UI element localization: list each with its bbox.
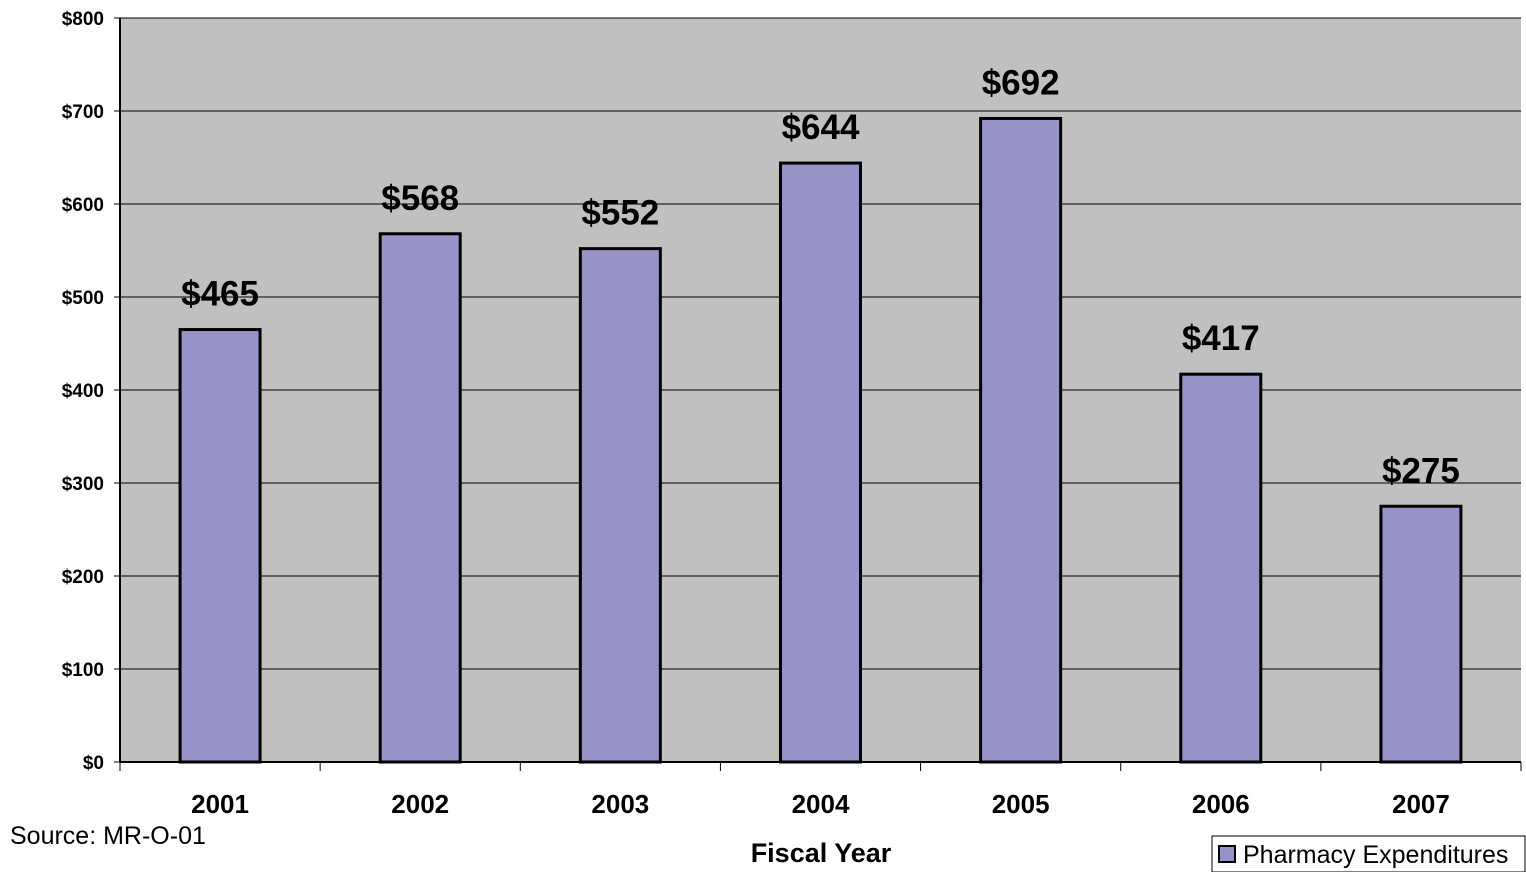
x-axis-title: Fiscal Year	[751, 838, 892, 868]
y-tick-label: $300	[62, 474, 104, 495]
bar	[378, 232, 462, 764]
legend-label: Pharmacy Expenditures	[1243, 841, 1508, 869]
bar	[1379, 504, 1463, 764]
y-tick-label: $400	[62, 381, 104, 402]
data-label: $692	[982, 63, 1060, 102]
legend-swatch	[1218, 845, 1236, 863]
x-tick-label: 2002	[391, 789, 449, 819]
bar	[178, 328, 262, 764]
data-label: $552	[581, 194, 659, 233]
bar	[779, 161, 862, 764]
x-tick-label: 2001	[191, 789, 249, 819]
y-tick-label: $600	[62, 195, 104, 216]
data-label: $275	[1382, 451, 1460, 490]
x-tick-label: 2005	[992, 789, 1050, 819]
y-tick-label: $800	[62, 9, 104, 30]
x-tick-label: 2003	[591, 789, 649, 819]
bar	[578, 247, 662, 764]
legend-box	[1211, 835, 1526, 872]
data-label: $644	[782, 108, 860, 147]
x-tick-label: 2006	[1192, 789, 1250, 819]
bar	[979, 116, 1063, 764]
bar	[1179, 372, 1263, 764]
x-tick-label: 2004	[792, 789, 850, 819]
data-label: $417	[1182, 319, 1260, 358]
y-tick-label: $700	[62, 102, 104, 123]
source-note: Source: MR-O-01	[10, 822, 206, 850]
data-label: $465	[181, 275, 259, 314]
data-label: $568	[381, 179, 459, 218]
legend: Pharmacy Expenditures	[1211, 835, 1526, 872]
y-tick-label: $200	[62, 567, 104, 588]
x-tick-label: 2007	[1392, 789, 1450, 819]
y-tick-label: $0	[83, 753, 104, 774]
plot-area: $0 $100 $200 $300 $400 $500 $600 $700 $800 $465 20…	[62, 9, 1522, 819]
y-tick-label: $500	[62, 288, 104, 309]
y-tick-label: $100	[62, 660, 104, 681]
